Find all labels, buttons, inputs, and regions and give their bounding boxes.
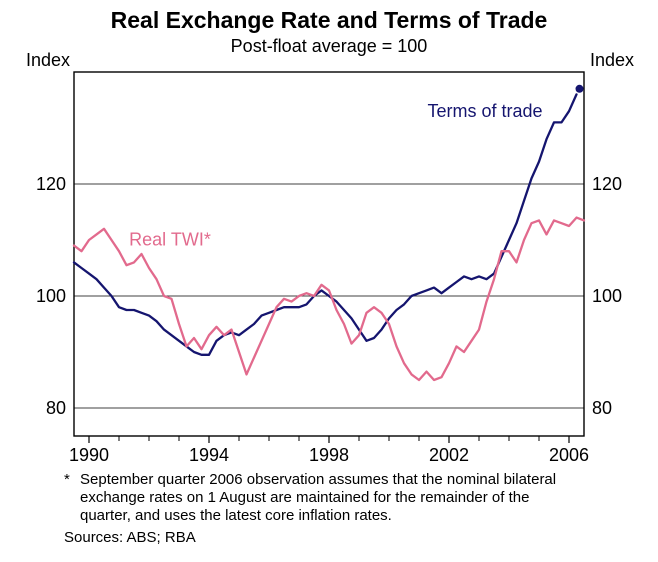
xtick-label: 1994 xyxy=(189,445,229,465)
sources-line: Sources: ABS; RBA xyxy=(64,529,196,546)
series-end-marker-0 xyxy=(576,85,584,93)
ytick-left: 80 xyxy=(46,398,66,418)
xtick-label: 1998 xyxy=(309,445,349,465)
footnote-marker: * xyxy=(64,471,70,488)
footnote-line: exchange rates on 1 August are maintaine… xyxy=(80,489,529,506)
chart-title: Real Exchange Rate and Terms of Trade xyxy=(111,7,548,33)
chart-subtitle: Post-float average = 100 xyxy=(231,36,428,56)
ytick-left: 120 xyxy=(36,174,66,194)
footnote-line: September quarter 2006 observation assum… xyxy=(80,471,556,488)
xtick-label: 2006 xyxy=(549,445,589,465)
chart-root: Real Exchange Rate and Terms of Trade Pos… xyxy=(0,0,658,562)
xtick-label: 2002 xyxy=(429,445,469,465)
ytick-right: 80 xyxy=(592,398,612,418)
ytick-right: 100 xyxy=(592,286,622,306)
footnote-line: quarter, and uses the latest core inflat… xyxy=(80,507,392,524)
ytick-right: 120 xyxy=(592,174,622,194)
y-axis-title-left: Index xyxy=(26,50,70,70)
series-label-0: Terms of trade xyxy=(427,101,542,121)
xtick-label: 1990 xyxy=(69,445,109,465)
y-axis-title-right: Index xyxy=(590,50,634,70)
series-label-1: Real TWI* xyxy=(129,230,211,250)
ytick-left: 100 xyxy=(36,286,66,306)
